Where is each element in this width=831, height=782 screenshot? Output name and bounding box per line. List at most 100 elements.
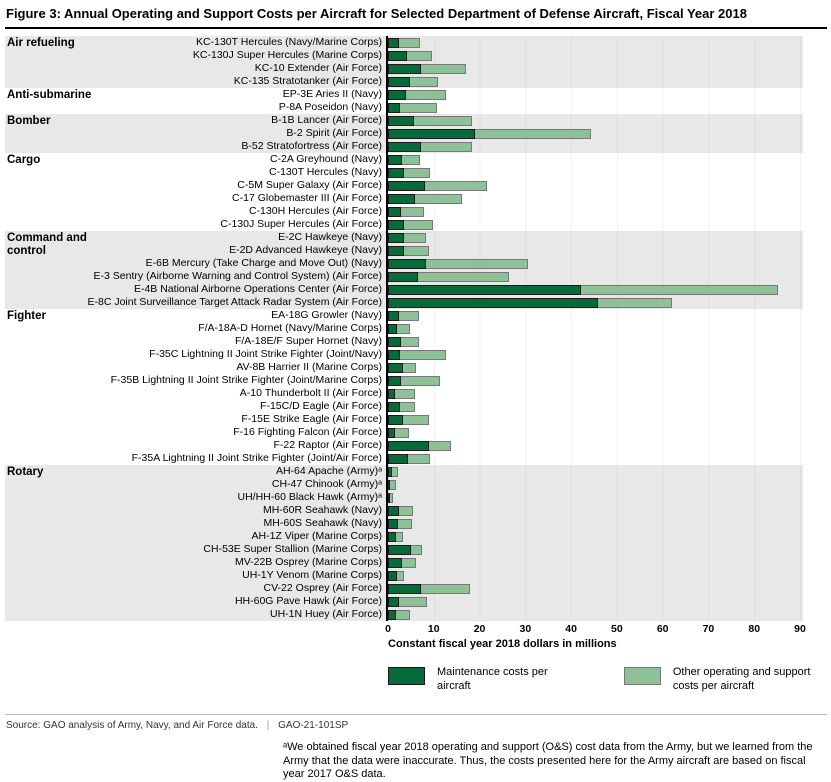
other-costs-bar-segment bbox=[410, 544, 423, 555]
aircraft-label: B-2 Spirit (Air Force) bbox=[286, 127, 382, 139]
chart-section: Bomber B-1B Lancer (Air Force) B-2 Spirit … bbox=[5, 114, 803, 153]
footer-divider-line bbox=[5, 714, 827, 715]
source-line: Source: GAO analysis of Army, Navy, and … bbox=[5, 715, 831, 731]
maintenance-bar-segment bbox=[388, 453, 409, 464]
bar-track bbox=[386, 244, 803, 257]
bar-track bbox=[386, 101, 803, 114]
aircraft-label: E-4B National Airborne Operations Center… bbox=[133, 283, 382, 295]
aircraft-label: EP-3E Aries II (Navy) bbox=[282, 88, 382, 100]
maintenance-bar-segment bbox=[388, 596, 399, 607]
other-costs-bar-segment bbox=[405, 50, 432, 61]
x-axis-tick-label: 40 bbox=[565, 623, 577, 635]
bar-track bbox=[386, 257, 803, 270]
aircraft-label: C-5M Super Galaxy (Air Force) bbox=[237, 179, 382, 191]
maintenance-bar-segment bbox=[388, 479, 390, 490]
section-label: Bomber bbox=[7, 115, 51, 127]
x-axis-tick-label: 20 bbox=[473, 623, 486, 635]
bar-track bbox=[386, 608, 803, 621]
maintenance-bar-segment bbox=[388, 167, 405, 178]
other-costs-bar-segment bbox=[597, 297, 673, 308]
chart-section: Air refueling KC-130T Hercules (Navy/Mari… bbox=[5, 36, 803, 88]
bar-track bbox=[386, 478, 803, 491]
bar-track bbox=[386, 426, 803, 439]
other-costs-bar-segment bbox=[580, 284, 779, 295]
bar-track bbox=[386, 400, 803, 413]
bar-track bbox=[386, 374, 803, 387]
other-costs-bar-segment bbox=[400, 336, 420, 347]
other-costs-bar-segment bbox=[473, 128, 592, 139]
bar-row: C-130T Hercules (Navy) bbox=[5, 166, 803, 179]
bar-row: B-2 Spirit (Air Force) bbox=[5, 127, 803, 140]
other-costs-bar-segment bbox=[403, 232, 426, 243]
footnote-a: ᵃWe obtained fiscal year 2018 operating … bbox=[283, 741, 813, 780]
maintenance-bar-segment bbox=[388, 362, 404, 373]
other-costs-bar-segment bbox=[405, 89, 447, 100]
aircraft-label: B-52 Stratofortress (Air Force) bbox=[241, 140, 382, 152]
bar-row: EP-3E Aries II (Navy) bbox=[5, 88, 803, 101]
aircraft-label: UH-1N Huey (Air Force) bbox=[269, 608, 382, 620]
bar-row: E-6B Mercury (Take Charge and Move Out) … bbox=[5, 257, 803, 270]
aircraft-label: MH-60R Seahawk (Navy) bbox=[262, 504, 382, 516]
bar-row: C-130J Super Hercules (Air Force) bbox=[5, 218, 803, 231]
x-axis-tick-label: 0 bbox=[385, 623, 391, 635]
aircraft-label: P-8A Poseidon (Navy) bbox=[278, 101, 382, 113]
other-costs-bar-segment bbox=[419, 583, 471, 594]
maintenance-bar-segment bbox=[388, 258, 426, 269]
aircraft-label: C-2A Greyhound (Navy) bbox=[269, 153, 382, 165]
aircraft-label: F-35C Lightning II Joint Strike Fighter … bbox=[149, 348, 382, 360]
bar-row: MV-22B Osprey (Marine Corps) bbox=[5, 556, 803, 569]
other-costs-bar-segment bbox=[413, 115, 473, 126]
bar-track bbox=[386, 75, 803, 88]
other-costs-bar-segment bbox=[399, 401, 416, 412]
aircraft-label: CV-22 Osprey (Air Force) bbox=[263, 582, 382, 594]
bar-row: MH-60R Seahawk (Navy) bbox=[5, 504, 803, 517]
bar-track bbox=[386, 387, 803, 400]
bar-track bbox=[386, 309, 803, 322]
bar-track bbox=[386, 504, 803, 517]
x-axis-tick-label: 30 bbox=[519, 623, 532, 635]
other-costs-swatch-icon bbox=[623, 667, 661, 685]
bar-track bbox=[386, 465, 803, 478]
other-costs-bar-segment bbox=[396, 570, 404, 581]
bar-row: AV-8B Harrier II (Marine Corps) bbox=[5, 361, 803, 374]
bar-track bbox=[386, 491, 803, 504]
bar-row: KC-130J Super Hercules (Marine Corps) bbox=[5, 49, 803, 62]
bar-track bbox=[386, 543, 803, 556]
bar-row: CV-22 Osprey (Air Force) bbox=[5, 582, 803, 595]
aircraft-label: F/A-18E/F Super Hornet (Navy) bbox=[234, 335, 382, 347]
bar-row: CH-47 Chinook (Army)ᵃ bbox=[5, 478, 803, 491]
bar-track bbox=[386, 153, 803, 166]
bar-row: P-8A Poseidon (Navy) bbox=[5, 101, 803, 114]
maintenance-bar-segment bbox=[388, 232, 405, 243]
maintenance-bar-segment bbox=[388, 89, 407, 100]
bar-row: F/A-18A-D Hornet (Navy/Marine Corps) bbox=[5, 322, 803, 335]
bar-row: E-2C Hawkeye (Navy) bbox=[5, 231, 803, 244]
figure-title: Figure 3: Annual Operating and Support C… bbox=[5, 4, 827, 29]
aircraft-label: C-130T Hercules (Navy) bbox=[268, 166, 382, 178]
maintenance-bar-segment bbox=[388, 154, 403, 165]
section-label: Cargo bbox=[7, 154, 41, 166]
maintenance-bar-segment bbox=[388, 349, 401, 360]
bar-track bbox=[386, 322, 803, 335]
other-costs-bar-segment bbox=[428, 440, 451, 451]
bar-track bbox=[386, 218, 803, 231]
aircraft-label: C-17 Globemaster III (Air Force) bbox=[232, 192, 382, 204]
bar-row: CH-53E Super Stallion (Marine Corps) bbox=[5, 543, 803, 556]
other-costs-bar-segment bbox=[402, 219, 433, 230]
bar-row: F-35B Lightning II Joint Strike Fighter … bbox=[5, 374, 803, 387]
bar-row: UH/HH-60 Black Hawk (Army)ᵃ bbox=[5, 491, 803, 504]
bar-row: A-10 Thunderbolt II (Air Force) bbox=[5, 387, 803, 400]
bar-track bbox=[386, 530, 803, 543]
bar-track bbox=[386, 140, 803, 153]
stacked-bar-chart: Air refueling KC-130T Hercules (Navy/Mari… bbox=[5, 36, 806, 650]
other-costs-bar-segment bbox=[399, 102, 437, 113]
maintenance-bar-segment bbox=[388, 245, 404, 256]
maintenance-bar-segment bbox=[388, 609, 397, 620]
bar-row: F-15E Strike Eagle (Air Force) bbox=[5, 413, 803, 426]
bar-row: C-5M Super Galaxy (Air Force) bbox=[5, 179, 803, 192]
x-axis-ticks: 0 10 20 30 40 50 60 70 80 90 bbox=[5, 621, 806, 636]
bar-row: E-4B National Airborne Operations Center… bbox=[5, 283, 803, 296]
chart-section: Cargo C-2A Greyhound (Navy) C-130T Hercule… bbox=[5, 153, 803, 231]
aircraft-label: EA-18G Growler (Navy) bbox=[271, 309, 382, 321]
